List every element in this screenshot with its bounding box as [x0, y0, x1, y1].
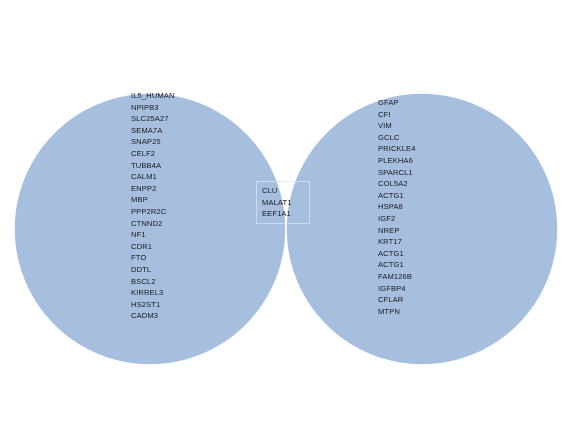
right-gene-item: GCLC — [378, 132, 400, 142]
right-gene-item: CFI — [378, 109, 391, 119]
left-gene-item: FTO — [131, 253, 147, 263]
right-gene-item: MTPN — [378, 306, 400, 316]
overlap-gene-item: CLU — [262, 186, 278, 195]
left-gene-item: NPIPB3 — [131, 102, 159, 112]
left-gene-item: ENPP2 — [131, 183, 157, 193]
overlap-label-box — [256, 181, 310, 224]
right-gene-item: ACTG1 — [378, 190, 404, 200]
left-gene-item: IL5_HUMAN — [131, 91, 175, 100]
right-gene-item: GFAP — [378, 98, 399, 107]
right-gene-item: PRICKLE4 — [378, 144, 416, 154]
left-gene-item: KIRREL3 — [131, 288, 164, 298]
left-gene-item: PPP2R2C — [131, 206, 167, 216]
left-gene-item: NF1 — [131, 230, 146, 240]
right-gene-item: NREP — [378, 225, 400, 235]
right-gene-item: CFLAR — [378, 295, 404, 305]
right-gene-item: IGFBP4 — [378, 283, 406, 293]
right-circle — [285, 92, 559, 366]
left-gene-item: SLC25A27 — [131, 114, 169, 124]
overlap-gene-item: MALAT1 — [262, 197, 292, 207]
left-gene-item: DDTL — [131, 264, 152, 274]
left-gene-item: CELF2 — [131, 148, 156, 158]
left-gene-item: SNAP25 — [131, 137, 161, 147]
right-gene-item: ACTG1 — [378, 260, 404, 270]
left-gene-item: CTNND2 — [131, 218, 163, 228]
right-gene-item: ACTG1 — [378, 248, 404, 258]
left-gene-item: CADM3 — [131, 311, 159, 321]
left-gene-item: TUBB4A — [131, 160, 162, 170]
right-gene-item: IGF2 — [378, 213, 396, 223]
right-gene-item: KRT17 — [378, 237, 402, 247]
right-gene-item: PLEKHA6 — [378, 155, 413, 165]
left-gene-item: CDR1 — [131, 241, 153, 251]
right-gene-item: FAM126B — [378, 271, 413, 281]
left-gene-item: SEMA7A — [131, 125, 163, 135]
right-gene-list: GFAP CFI VIM GCLC PRICKLE4 PLEKHA6 SPARCL1 COL5… — [378, 97, 416, 317]
left-gene-item: BSCL2 — [131, 276, 156, 286]
overlap-gene-list: CLU MALAT1 EEF1A1 — [262, 185, 292, 220]
right-gene-item: COL5A2 — [378, 179, 408, 189]
left-gene-item: HS2ST1 — [131, 299, 161, 309]
right-gene-item: SPARCL1 — [378, 167, 413, 177]
overlap-gene-item: EEF1A1 — [262, 209, 291, 219]
right-gene-item: HSPA8 — [378, 202, 403, 212]
left-gene-list: IL5_HUMAN NPIPB3 SLC25A27 SEMA7A SNAP25 CELF2… — [131, 90, 175, 322]
right-gene-item: VIM — [378, 121, 392, 131]
left-gene-item: CALM1 — [131, 172, 157, 182]
left-gene-item: MBP — [131, 195, 148, 205]
